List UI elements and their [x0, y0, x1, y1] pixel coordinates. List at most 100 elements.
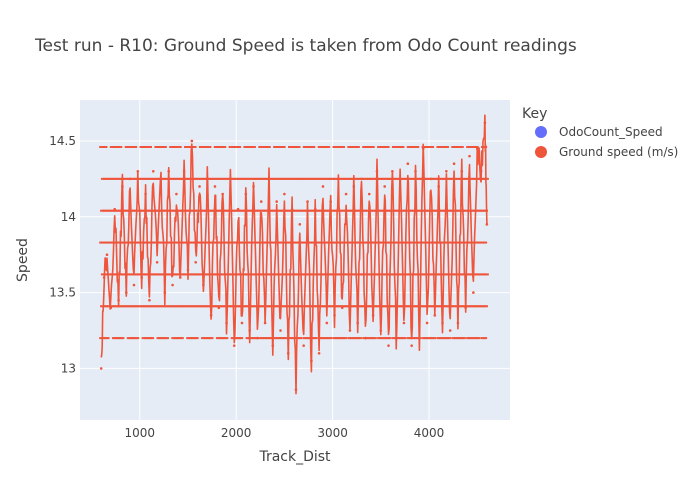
ground-speed-point [356, 321, 359, 325]
legend-title: Key [522, 106, 547, 122]
ground-speed-point [367, 192, 371, 196]
ground-speed-point [472, 291, 475, 294]
ground-speed-point [236, 207, 240, 211]
x-tick-label: 3000 [317, 426, 348, 440]
ground-speed-point [383, 185, 386, 188]
ground-speed-point [387, 344, 390, 347]
ground-speed-point [406, 162, 410, 165]
y-axis-label: Speed [15, 238, 31, 282]
ground-speed-point [221, 192, 224, 196]
ground-speed-point [144, 192, 147, 196]
ground-speed-point [225, 321, 228, 325]
ground-speed-point [485, 223, 489, 226]
ground-speed-point [105, 253, 109, 256]
ground-speed-point [441, 321, 444, 325]
ground-speed-point [124, 291, 128, 294]
ground-speed-point [325, 321, 329, 325]
ground-speed-point [99, 367, 103, 370]
chart-title: Test run - R10: Ground Speed is taken fr… [34, 36, 577, 56]
ground-speed-point [232, 344, 236, 347]
ground-speed-point [379, 329, 383, 332]
ground-speed-point [452, 162, 456, 165]
ground-speed-point [148, 298, 151, 302]
ground-speed-point [421, 147, 425, 150]
ground-speed-point [294, 388, 298, 391]
ground-speed-point [178, 276, 182, 279]
ground-speed-point [410, 344, 413, 347]
ground-speed-point [371, 314, 375, 317]
ground-speed-point [132, 283, 136, 287]
ground-speed-point [171, 283, 174, 287]
ground-speed-point [283, 192, 286, 196]
ground-speed-point [163, 291, 167, 294]
ground-speed-point [109, 306, 113, 310]
ground-speed-point [298, 223, 302, 226]
ground-speed-point [448, 329, 452, 332]
ground-speed-point [313, 207, 317, 211]
legend-item-odocount-speed[interactable]: OdoCount_Speed [535, 125, 663, 139]
ground-speed-point [182, 169, 186, 173]
y-tick-label: 14.5 [49, 134, 76, 148]
ground-speed-point [468, 154, 471, 158]
ground-speed-point [190, 139, 194, 143]
ground-speed-point [240, 321, 244, 325]
ground-speed-point [151, 169, 155, 173]
ground-speed-line [100, 114, 488, 395]
ground-speed-point [302, 344, 305, 347]
ground-speed-point [437, 185, 440, 188]
x-tick-label: 2000 [221, 426, 252, 440]
ground-speed-point [364, 336, 367, 340]
ground-speed-points [99, 121, 489, 391]
ground-speed-point [344, 192, 348, 196]
ground-speed-point [340, 306, 344, 310]
ground-speed-point [433, 314, 437, 317]
ground-speed-point [456, 321, 460, 325]
ground-speed-point [209, 314, 213, 317]
ground-speed-point [391, 169, 394, 173]
legend-marker-ground-speed [535, 146, 547, 158]
y-tick-label: 13 [61, 361, 76, 375]
ground-speed-point [321, 185, 325, 188]
y-tick-label: 14 [61, 210, 76, 224]
ground-speed-point [479, 169, 483, 173]
ground-speed-point [398, 177, 402, 181]
ground-speed-point [414, 169, 417, 173]
ground-speed-point [352, 185, 356, 188]
ground-speed-point [248, 329, 251, 332]
ground-speed-point [306, 200, 309, 203]
ground-speed-point [375, 169, 379, 173]
ground-speed-point [102, 276, 106, 279]
ground-speed-point [337, 177, 340, 181]
ground-speed-point [360, 177, 363, 181]
ground-speed-point [290, 207, 294, 211]
ground-speed-point [186, 268, 190, 272]
ground-speed-point [205, 177, 209, 181]
y-axis-ticks: 13 13.5 14 14.5 [49, 134, 76, 375]
ground-speed-point [425, 321, 429, 325]
x-axis-ticks: 1000 2000 3000 4000 [125, 426, 445, 440]
ground-speed-point [275, 200, 278, 203]
ground-speed-point [140, 276, 144, 279]
ground-speed-point [460, 169, 464, 173]
ground-speed-point [229, 177, 232, 181]
ground-speed-point [128, 177, 132, 181]
ground-speed-point [159, 177, 163, 181]
ground-speed-point [113, 207, 117, 211]
ground-speed-point [267, 177, 271, 181]
legend: Key OdoCount_Speed Ground speed (m/s) [522, 106, 678, 159]
ground-speed-point [271, 344, 275, 347]
legend-label-odocount-speed: OdoCount_Speed [559, 125, 663, 139]
ground-speed-point [167, 169, 170, 173]
x-axis-label: Track_Dist [258, 449, 331, 465]
ground-speed-point [252, 185, 255, 188]
ground-speed-point [286, 351, 290, 355]
ground-speed-point [475, 147, 479, 150]
x-tick-label: 1000 [125, 426, 156, 440]
ground-speed-point [279, 329, 282, 332]
ground-speed-point [217, 306, 221, 310]
ground-speed-point [202, 283, 205, 287]
ground-speed-point [402, 321, 406, 325]
legend-item-ground-speed[interactable]: Ground speed (m/s) [535, 145, 678, 159]
ground-speed-point [445, 169, 448, 173]
